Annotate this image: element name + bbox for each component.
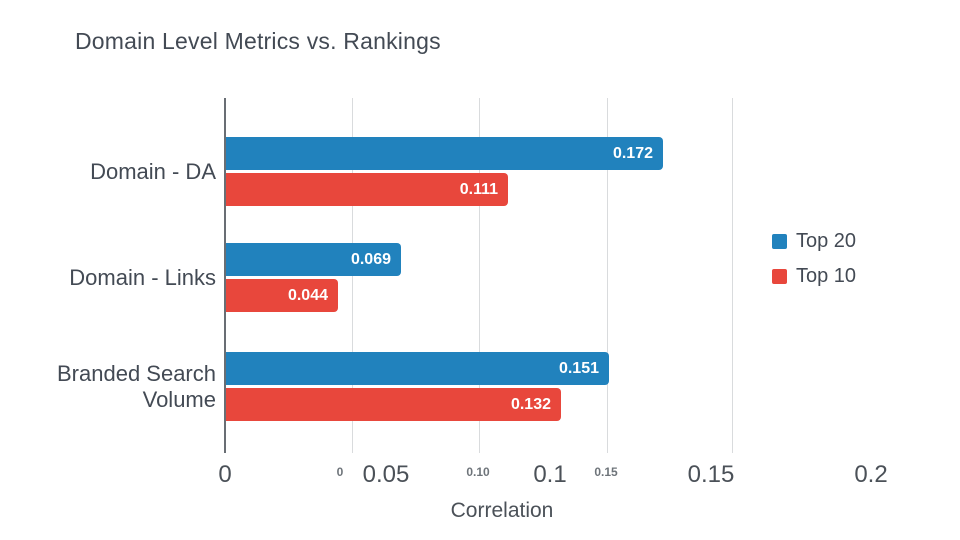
legend-item-top20: Top 20 <box>772 230 856 253</box>
category-label-domain-links: Domain - Links <box>69 264 216 290</box>
bar-top-20-branded-search-volume: 0.151 <box>226 352 609 385</box>
category-label-branded-search-volume: Branded Search Volume <box>57 360 216 412</box>
bar-top-10-domain-da: 0.111 <box>226 173 508 206</box>
x-axis-title: Correlation <box>450 499 554 522</box>
bar-top-20-domain-links: 0.069 <box>226 243 401 276</box>
bar-top-20-domain-da: 0.172 <box>226 137 663 170</box>
x-tick-label-primary: 0.05 <box>362 461 410 488</box>
bar-value-label: 0.111 <box>459 180 498 198</box>
legend-label-top10: Top 10 <box>796 265 857 287</box>
legend-swatch-top20-icon <box>772 234 787 249</box>
legend-swatch-top10-icon <box>772 269 787 284</box>
bar-top-10-branded-search-volume: 0.132 <box>226 388 561 421</box>
bar-value-label: 0.132 <box>510 395 551 413</box>
legend-item-top10: Top 10 <box>772 265 856 288</box>
y-axis-line <box>224 98 226 453</box>
x-tick-label-primary: 0.1 <box>533 461 567 488</box>
bar-value-label: 0.172 <box>612 144 653 162</box>
x-tick-label-secondary: 0.10 <box>466 465 490 479</box>
bar-top-10-domain-links: 0.044 <box>226 279 338 312</box>
gridline <box>732 98 733 453</box>
gridline <box>607 98 608 453</box>
x-tick-label-secondary: 0.15 <box>594 465 618 479</box>
x-tick-label-secondary: 0 <box>336 465 344 479</box>
bar-value-label: 0.069 <box>350 250 391 268</box>
x-tick-label-primary: 0 <box>218 461 232 488</box>
legend-label-top20: Top 20 <box>796 230 857 252</box>
gridline <box>479 98 480 453</box>
bar-value-label: 0.044 <box>287 286 328 304</box>
legend: Top 20 Top 10 <box>772 230 856 300</box>
x-tick-label-primary: 0.2 <box>854 461 888 488</box>
x-tick-label-primary: 0.15 <box>687 461 735 488</box>
chart-title: Domain Level Metrics vs. Rankings <box>75 28 441 54</box>
category-label-domain-da: Domain - DA <box>90 158 216 184</box>
bar-value-label: 0.151 <box>558 359 599 377</box>
